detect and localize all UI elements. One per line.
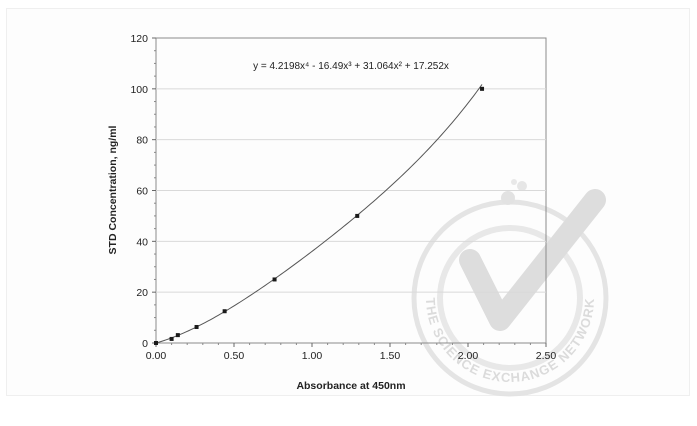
y-tick-label: 60 [136,186,148,198]
x-axis-label: Absorbance at 450nm [296,380,405,392]
y-tick-label: 120 [130,33,148,45]
watermark-bubble-2 [517,181,527,191]
data-point [194,324,199,329]
x-tick-label: 0.00 [146,350,167,362]
watermark-bubble-3 [511,179,517,185]
data-point [272,277,277,282]
x-tick-label: 2.50 [536,350,557,362]
gridlines [156,88,546,293]
x-axis-ticks: 0.00 0.50 1.00 1.50 2.00 2.50 [146,343,557,362]
y-tick-label: 40 [136,236,148,248]
watermark-check-mark [459,189,606,331]
x-tick-label: 1.00 [302,350,323,362]
data-point [355,213,360,218]
x-tick-label: 1.50 [380,350,401,362]
data-point [480,86,485,91]
x-tick-label: 0.50 [224,350,245,362]
trendline-curve [155,84,483,344]
chart-card [6,8,690,396]
y-tick-label: 100 [130,84,148,96]
watermark-logo: THE SCIENCE EXCHANGE NETWORK [411,179,609,397]
data-points [154,86,485,345]
y-axis-ticks: 0 20 40 60 80 100 120 [130,33,156,350]
data-point [169,336,174,341]
y-axis-label: STD Concentration, ng/ml [107,125,119,254]
data-point [175,333,180,338]
y-tick-label: 0 [142,338,148,350]
x-tick-label: 2.00 [458,350,479,362]
data-point [154,341,158,345]
y-tick-label: 80 [136,135,148,147]
watermark-inner-ring [437,225,583,371]
trendline-equation: y = 4.2198x⁴ - 16.49x³ + 31.064x² + 17.2… [253,61,449,72]
data-point [222,309,227,314]
y-tick-label: 20 [136,287,148,299]
watermark-bubble-1 [501,191,515,205]
